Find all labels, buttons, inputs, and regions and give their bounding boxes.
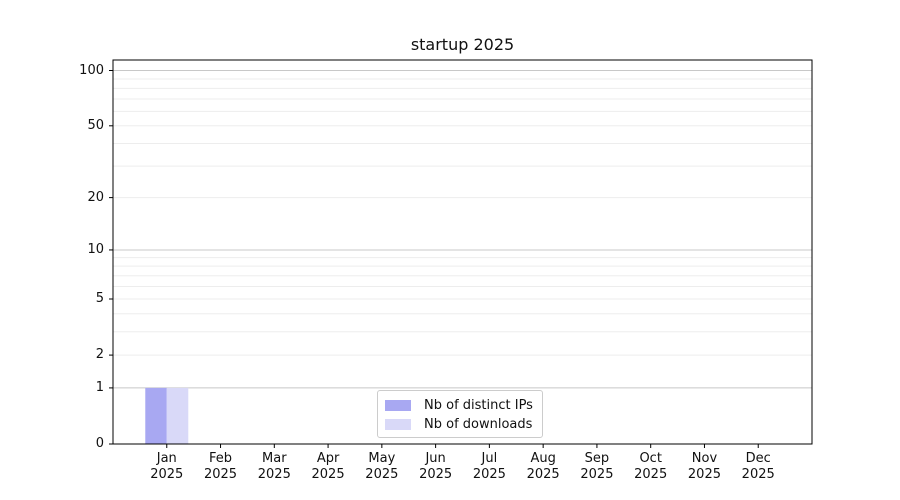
bar-nb-of-downloads — [166, 387, 189, 444]
legend-swatch-distinct-ips — [385, 400, 411, 411]
y-tick-label: 20 — [87, 189, 104, 205]
plot-border — [112, 59, 813, 445]
x-tick-label: Feb 2025 — [203, 451, 238, 482]
legend-label-downloads: Nb of downloads — [424, 417, 533, 432]
x-tick-label: Nov 2025 — [687, 451, 721, 482]
x-tick-label: Aug 2025 — [526, 451, 560, 482]
x-tick-label: Sep 2025 — [580, 451, 614, 482]
x-tick-label: Jun 2025 — [419, 451, 453, 482]
y-tick-label: 100 — [79, 62, 104, 78]
y-tick-label: 2 — [95, 347, 104, 363]
legend: Nb of distinct IPs Nb of downloads — [377, 390, 543, 438]
x-tick-label: May 2025 — [365, 451, 399, 482]
x-tick-label: Jul 2025 — [472, 451, 506, 482]
legend-entry-distinct-ips: Nb of distinct IPs — [385, 396, 536, 415]
legend-entry-downloads: Nb of downloads — [385, 415, 536, 434]
y-tick-label: 0 — [95, 436, 104, 451]
bar-nb-of-distinct-ips — [145, 387, 167, 444]
y-tick-label: 5 — [95, 290, 104, 306]
y-tick-label: 10 — [87, 241, 104, 257]
legend-label-distinct-ips: Nb of distinct IPs — [424, 398, 533, 413]
x-tick-label: Oct 2025 — [634, 451, 668, 482]
x-tick-label: Mar 2025 — [257, 451, 291, 482]
y-tick-label: 50 — [87, 117, 104, 133]
chart-title: startup 2025 — [410, 35, 515, 54]
x-tick-label: Jan 2025 — [150, 451, 184, 482]
legend-swatch-downloads — [385, 419, 411, 430]
x-tick-label: Dec 2025 — [741, 451, 775, 482]
y-tick-label: 1 — [95, 379, 104, 395]
x-tick-label: Apr 2025 — [311, 451, 345, 482]
